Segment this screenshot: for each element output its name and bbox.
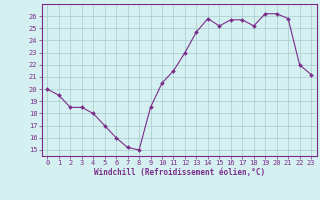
X-axis label: Windchill (Refroidissement éolien,°C): Windchill (Refroidissement éolien,°C): [94, 168, 265, 177]
